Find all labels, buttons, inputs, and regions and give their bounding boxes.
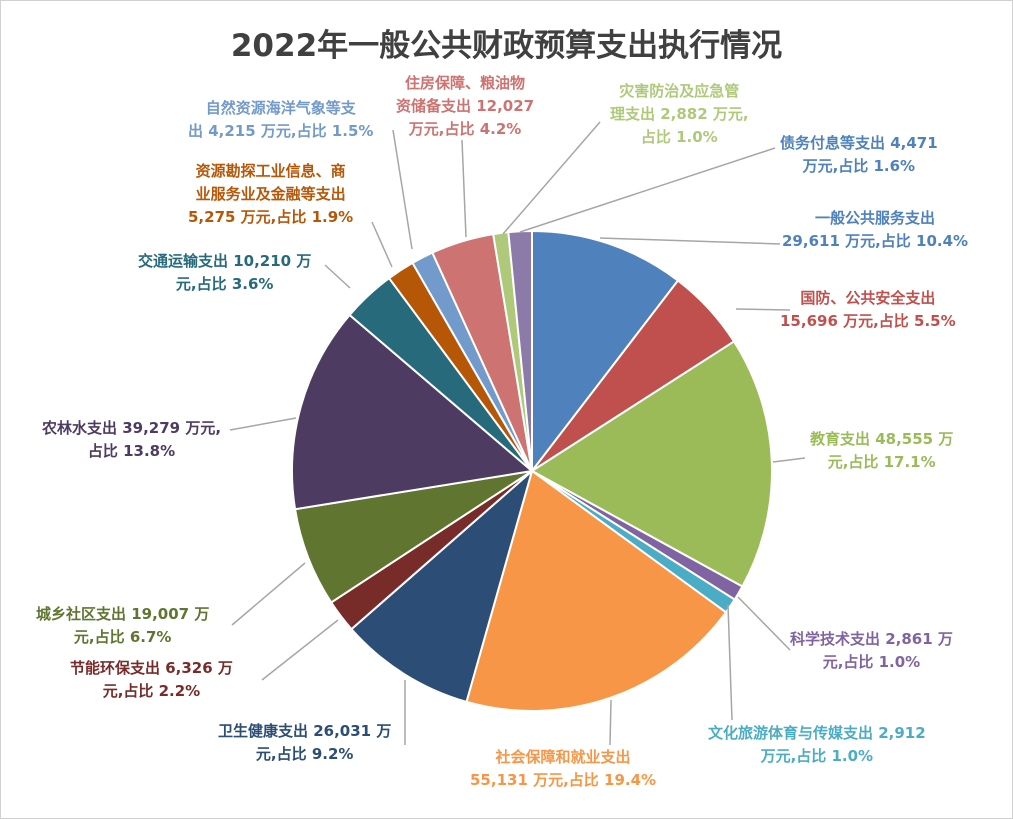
data-label-text: 城乡社区支出 19,007 万 — [36, 605, 210, 623]
data-label-text: 卫生健康支出 26,031 万 — [218, 722, 392, 740]
leader-line-1 — [599, 237, 781, 245]
data-label-4: 科学技术支出 2,861 万元,占比 1.0% — [790, 628, 953, 674]
leader-line-10 — [229, 417, 297, 431]
data-label-text: 节能环保支出 6,326 万 — [70, 659, 233, 677]
data-label-text: 债务付息等支出 4,471 — [780, 134, 938, 152]
data-label-text: 交通运输支出 10,210 万 — [138, 252, 312, 270]
pie-slice-10 — [291, 313, 535, 511]
pie-slice-3 — [530, 340, 773, 588]
data-label-text: 资储备支出 12,027 — [396, 97, 535, 115]
data-label-text: 5,275 万元,占比 1.9% — [188, 208, 354, 226]
data-label-text: 文化旅游体育与传媒支出 2,912 — [708, 724, 926, 742]
data-label-6: 社会保障和就业支出 55,131 万元,占比 19.4% — [470, 746, 656, 792]
data-label-15: 灾害防治及应急管 理支出 2,882 万元, 占比 1.0% — [610, 80, 749, 149]
data-label-text: 国防、公共安全支出 — [800, 289, 936, 307]
data-label-text: 占比 13.8% — [87, 442, 176, 460]
data-label-text: 元,占比 2.2% — [102, 682, 201, 700]
data-label-5: 文化旅游体育与传媒支出 2,912 万元,占比 1.0% — [708, 722, 926, 768]
data-label-text: 一般公共服务支出 — [815, 209, 936, 227]
leader-line-13 — [392, 129, 413, 250]
data-label-text: 教育支出 48,555 万 — [810, 430, 954, 448]
leader-line-15 — [502, 121, 601, 235]
data-label-text: 万元,占比 4.2% — [408, 120, 522, 138]
data-label-text: 资源勘探工业信息、商 — [195, 162, 346, 180]
data-label-text: 住房保障、粮油物 — [405, 74, 526, 92]
leader-line-8 — [261, 619, 339, 681]
data-label-text: 万元,占比 1.6% — [802, 157, 916, 175]
data-label-2: 国防、公共安全支出 15,696 万元,占比 5.5% — [780, 287, 956, 333]
data-label-11: 交通运输支出 10,210 万元,占比 3.6% — [138, 250, 311, 296]
data-label-7: 卫生健康支出 26,031 万元,占比 9.2% — [218, 720, 391, 766]
leader-line-14 — [461, 139, 467, 238]
leader-line-12 — [371, 221, 393, 268]
leader-line-6 — [609, 699, 612, 746]
leader-line-16 — [519, 147, 776, 233]
data-label-text: 灾害防治及应急管 — [619, 82, 740, 100]
data-label-text: 55,131 万元,占比 19.4% — [470, 771, 657, 789]
leader-line-9 — [231, 562, 306, 626]
leader-line-11 — [324, 264, 351, 289]
data-label-text: 出 4,215 万元,占比 1.5% — [188, 122, 374, 140]
leader-line-3 — [772, 457, 806, 463]
data-label-13: 自然资源海洋气象等支出 4,215 万元,占比 1.5% — [188, 97, 373, 143]
leader-line-4 — [737, 596, 791, 651]
data-label-text: 理支出 2,882 万元, — [610, 105, 749, 123]
data-label-10: 农林水支出 39,279 万元, 占比 13.8% — [42, 417, 221, 463]
data-label-14: 住房保障、粮油物 资储备支出 12,027 万元,占比 4.2% — [396, 72, 534, 141]
data-label-text: 农林水支出 39,279 万元, — [42, 419, 222, 437]
data-label-text: 15,696 万元,占比 5.5% — [780, 312, 956, 330]
data-label-12: 资源勘探工业信息、商 业服务业及金融等支出 5,275 万元,占比 1.9% — [188, 160, 353, 229]
data-label-text: 万元,占比 1.0% — [760, 747, 874, 765]
data-label-3: 教育支出 48,555 万元,占比 17.1% — [810, 428, 953, 474]
data-label-text: 元,占比 9.2% — [255, 745, 354, 763]
leader-line-5 — [727, 604, 733, 721]
data-label-text: 元,占比 6.7% — [73, 628, 172, 646]
data-label-8: 节能环保支出 6,326 万元,占比 2.2% — [70, 657, 233, 703]
pie-slice-6 — [465, 469, 728, 712]
data-label-text: 社会保障和就业支出 — [495, 748, 631, 766]
data-label-text: 元,占比 17.1% — [827, 453, 936, 471]
data-label-text: 占比 1.0% — [640, 128, 718, 146]
data-label-16: 债务付息等支出 4,471 万元,占比 1.6% — [780, 132, 938, 178]
data-label-text: 元,占比 1.0% — [822, 653, 921, 671]
data-label-text: 29,611 万元,占比 10.4% — [782, 232, 969, 250]
pie-slice-7 — [350, 468, 534, 704]
data-label-9: 城乡社区支出 19,007 万元,占比 6.7% — [36, 603, 209, 649]
chart-title: 2022年一般公共财政预算支出执行情况 — [230, 28, 783, 64]
data-label-1: 一般公共服务支出 29,611 万元,占比 10.4% — [782, 207, 968, 253]
pie-slice-1 — [531, 229, 680, 474]
data-label-text: 自然资源海洋气象等支 — [205, 99, 356, 117]
data-label-text: 业服务业及金融等支出 — [195, 185, 346, 203]
data-label-text: 科学技术支出 2,861 万 — [790, 630, 953, 648]
data-label-text: 元,占比 3.6% — [175, 275, 274, 293]
leader-line-2 — [735, 308, 791, 311]
